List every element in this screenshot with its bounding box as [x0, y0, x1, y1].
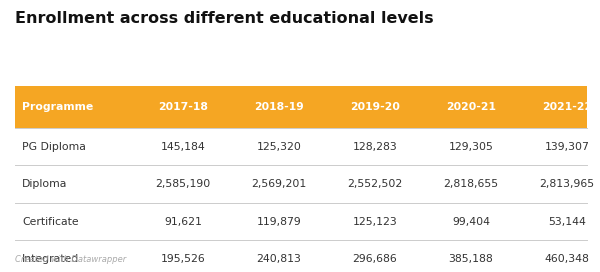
Text: 2021-22: 2021-22 [542, 102, 592, 112]
Text: 129,305: 129,305 [449, 142, 493, 152]
Text: 240,813: 240,813 [257, 254, 301, 264]
Text: 128,283: 128,283 [353, 142, 397, 152]
Text: Diploma: Diploma [22, 179, 68, 189]
Text: 2,813,965: 2,813,965 [539, 179, 595, 189]
Text: 2020-21: 2020-21 [446, 102, 496, 112]
Text: 125,320: 125,320 [257, 142, 301, 152]
Text: PG Diploma: PG Diploma [22, 142, 86, 152]
Text: Programme: Programme [22, 102, 94, 112]
Text: 2,552,502: 2,552,502 [347, 179, 403, 189]
Text: 2019-20: 2019-20 [350, 102, 400, 112]
Text: 2017-18: 2017-18 [158, 102, 208, 112]
Text: 296,686: 296,686 [353, 254, 397, 264]
Text: 91,621: 91,621 [164, 217, 202, 227]
Text: 53,144: 53,144 [548, 217, 586, 227]
Text: 99,404: 99,404 [452, 217, 490, 227]
Text: Enrollment across different educational levels: Enrollment across different educational … [15, 11, 434, 26]
Text: 2018-19: 2018-19 [254, 102, 304, 112]
Text: 2,569,201: 2,569,201 [251, 179, 307, 189]
Text: Created with Datawrapper: Created with Datawrapper [15, 255, 126, 264]
Text: 460,348: 460,348 [545, 254, 589, 264]
Text: 385,188: 385,188 [449, 254, 493, 264]
Text: 195,526: 195,526 [161, 254, 205, 264]
Text: 119,879: 119,879 [257, 217, 301, 227]
Text: 145,184: 145,184 [161, 142, 205, 152]
Text: 125,123: 125,123 [353, 217, 397, 227]
Text: 2,585,190: 2,585,190 [155, 179, 211, 189]
Text: 2,818,655: 2,818,655 [443, 179, 499, 189]
Text: Certificate: Certificate [22, 217, 79, 227]
Text: 139,307: 139,307 [545, 142, 589, 152]
Text: Integrated: Integrated [22, 254, 79, 264]
